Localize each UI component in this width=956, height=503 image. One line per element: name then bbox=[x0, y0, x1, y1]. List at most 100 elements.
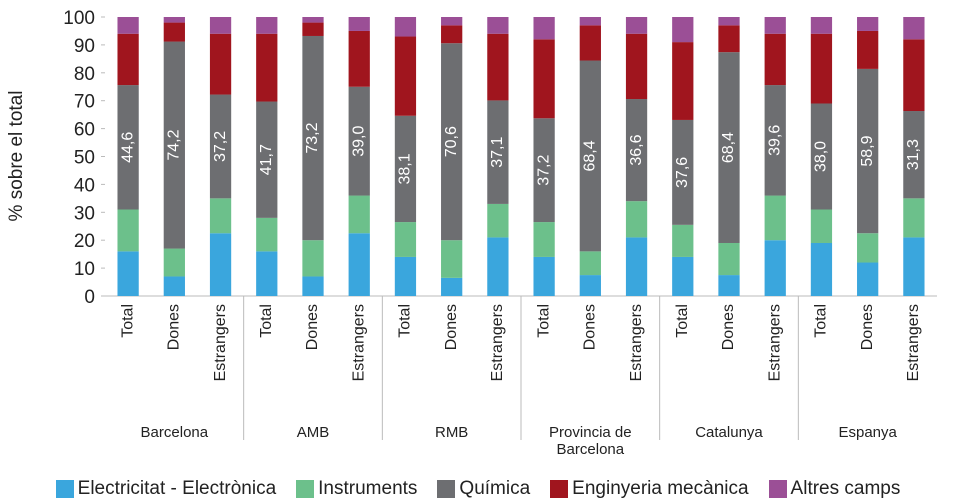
bar-segment bbox=[625, 33, 648, 100]
group-label: Barcelona bbox=[140, 424, 209, 441]
legend-swatch bbox=[55, 480, 74, 498]
value-label: 44,6 bbox=[119, 132, 136, 163]
bar-segment bbox=[718, 275, 740, 296]
bar-segment bbox=[857, 68, 879, 234]
bar-segment bbox=[672, 256, 694, 296]
y-tick-label: 30 bbox=[74, 203, 95, 224]
bar-segment bbox=[903, 237, 925, 296]
bar-segment bbox=[533, 17, 555, 40]
y-tick-label: 20 bbox=[74, 231, 95, 252]
x-tick-label: Dones bbox=[443, 304, 460, 350]
bar-segment bbox=[209, 17, 232, 34]
bar-segment bbox=[579, 275, 601, 296]
value-label: 37,1 bbox=[489, 137, 506, 168]
legend-item: Enginyeria mecànica bbox=[550, 478, 749, 500]
bar-segment bbox=[163, 22, 185, 42]
legend-label: Enginyeria mecànica bbox=[572, 478, 749, 499]
y-tick-label: 40 bbox=[74, 175, 95, 196]
y-axis-label: % sobre el total bbox=[6, 91, 27, 222]
y-tick-label: 100 bbox=[63, 8, 95, 29]
bar-segment bbox=[441, 43, 463, 241]
bar-segment bbox=[117, 209, 139, 252]
bar-segment bbox=[302, 240, 324, 277]
value-label: 37,2 bbox=[535, 154, 552, 185]
bar-segment bbox=[117, 33, 139, 86]
value-label: 31,3 bbox=[905, 139, 922, 170]
x-tick-label: Estrangers bbox=[489, 304, 506, 381]
bar-segment bbox=[348, 195, 370, 234]
bar-segment bbox=[579, 60, 601, 252]
bar-segment bbox=[810, 33, 833, 104]
bar-segment bbox=[810, 242, 833, 296]
value-label: 41,7 bbox=[258, 144, 275, 175]
bar-segment bbox=[533, 256, 555, 296]
x-tick-label: Total bbox=[535, 304, 552, 338]
x-tick-label: Total bbox=[674, 304, 691, 338]
x-tick-label: Total bbox=[813, 304, 830, 338]
bar-segment bbox=[579, 25, 601, 61]
legend-item: Altres camps bbox=[768, 478, 901, 500]
legend-item: Instruments bbox=[296, 478, 417, 500]
y-tick-label: 50 bbox=[74, 148, 95, 169]
bar-segment bbox=[810, 17, 833, 34]
value-label: 37,2 bbox=[212, 131, 229, 162]
bar-segment bbox=[903, 111, 925, 199]
value-label: 68,4 bbox=[720, 132, 737, 163]
bar-segment bbox=[857, 30, 879, 69]
bar-segment bbox=[487, 100, 509, 204]
bar-segment bbox=[256, 17, 278, 34]
bar-segment bbox=[302, 17, 324, 23]
bar-segment bbox=[903, 17, 925, 40]
bar-segment bbox=[487, 203, 509, 238]
bar-segment bbox=[487, 17, 509, 34]
bar-segment bbox=[764, 85, 786, 196]
group-label: Espanya bbox=[838, 424, 897, 441]
bar-segment bbox=[394, 222, 417, 257]
legend-label: Instruments bbox=[318, 478, 418, 499]
y-tick-label: 70 bbox=[74, 92, 95, 113]
bar-segment bbox=[441, 17, 463, 26]
legend-label: Altres camps bbox=[790, 478, 901, 499]
bar-segment bbox=[302, 276, 324, 296]
bar-segment bbox=[441, 240, 463, 278]
bar-segment bbox=[117, 251, 139, 296]
x-tick-label: Dones bbox=[166, 304, 183, 350]
bar-segment bbox=[256, 33, 278, 102]
bar-segment bbox=[625, 17, 648, 34]
bar-segment bbox=[533, 39, 555, 119]
x-tick-label: Dones bbox=[720, 304, 737, 350]
y-tick-label: 80 bbox=[74, 64, 95, 85]
bar-segment bbox=[533, 118, 555, 223]
group-label: RMB bbox=[434, 424, 469, 441]
bar-segment bbox=[302, 22, 324, 36]
bar-segment bbox=[625, 237, 648, 296]
bar-segment bbox=[256, 251, 278, 296]
bar-segment bbox=[672, 224, 694, 257]
legend-swatch bbox=[296, 480, 315, 498]
x-tick-label: Estrangers bbox=[628, 304, 645, 381]
value-label: 70,6 bbox=[443, 126, 460, 157]
bar-segment bbox=[209, 198, 232, 234]
bar-segment bbox=[625, 201, 648, 238]
bar-segment bbox=[672, 42, 694, 120]
legend-item: Electricitat - Electrònica bbox=[55, 478, 276, 500]
x-tick-label: Estrangers bbox=[766, 304, 783, 381]
bar-segment bbox=[903, 198, 925, 238]
y-tick-label: 10 bbox=[74, 259, 95, 280]
bar-segment bbox=[764, 240, 786, 296]
x-tick-label: Dones bbox=[304, 304, 321, 350]
bar-segment bbox=[764, 195, 786, 241]
bar-segment bbox=[579, 251, 601, 276]
value-label: 58,9 bbox=[859, 135, 876, 166]
bar-segment bbox=[764, 33, 786, 86]
x-tick-label: Estrangers bbox=[350, 304, 367, 381]
x-tick-label: Total bbox=[258, 304, 275, 338]
bar-segment bbox=[117, 17, 139, 34]
y-tick-label: 0 bbox=[84, 287, 95, 308]
bar-segment bbox=[718, 242, 740, 276]
bar-segment bbox=[394, 17, 417, 37]
value-label: 39,0 bbox=[350, 125, 367, 156]
bar-segment bbox=[857, 262, 879, 296]
bar-segment bbox=[625, 99, 648, 202]
